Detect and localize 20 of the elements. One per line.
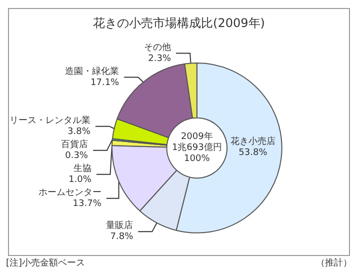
text: [注]小売金額ベース: [6, 258, 86, 268]
slice-label: 百貨店: [60, 138, 88, 150]
data-label: 13.7%: [72, 198, 102, 209]
slice-label: 量販店: [106, 220, 134, 232]
data-label: 2.3%: [148, 54, 172, 64]
text: 2009年 1兆693億円 100%: [172, 130, 222, 164]
chart-title: 花きの小売市場構成比(2009年): [93, 16, 265, 30]
text: （推計）: [316, 258, 352, 268]
slice-label: 花き小売店: [230, 136, 276, 147]
slice-label: 造園・緑化業: [65, 66, 120, 77]
data-label: 0.3%: [65, 150, 88, 161]
data-label: 3.8%: [68, 126, 91, 137]
slice-label: ホームセンター: [38, 188, 102, 198]
slice-label: その他: [144, 42, 172, 53]
data-label: 53.8%: [238, 148, 268, 158]
data-label: 17.1%: [90, 78, 120, 88]
data-label: 1.0%: [68, 174, 92, 185]
data-label: 7.8%: [110, 232, 134, 242]
slice-label: リース・レンタル業: [9, 114, 90, 126]
slice-label: 生協: [73, 162, 92, 174]
